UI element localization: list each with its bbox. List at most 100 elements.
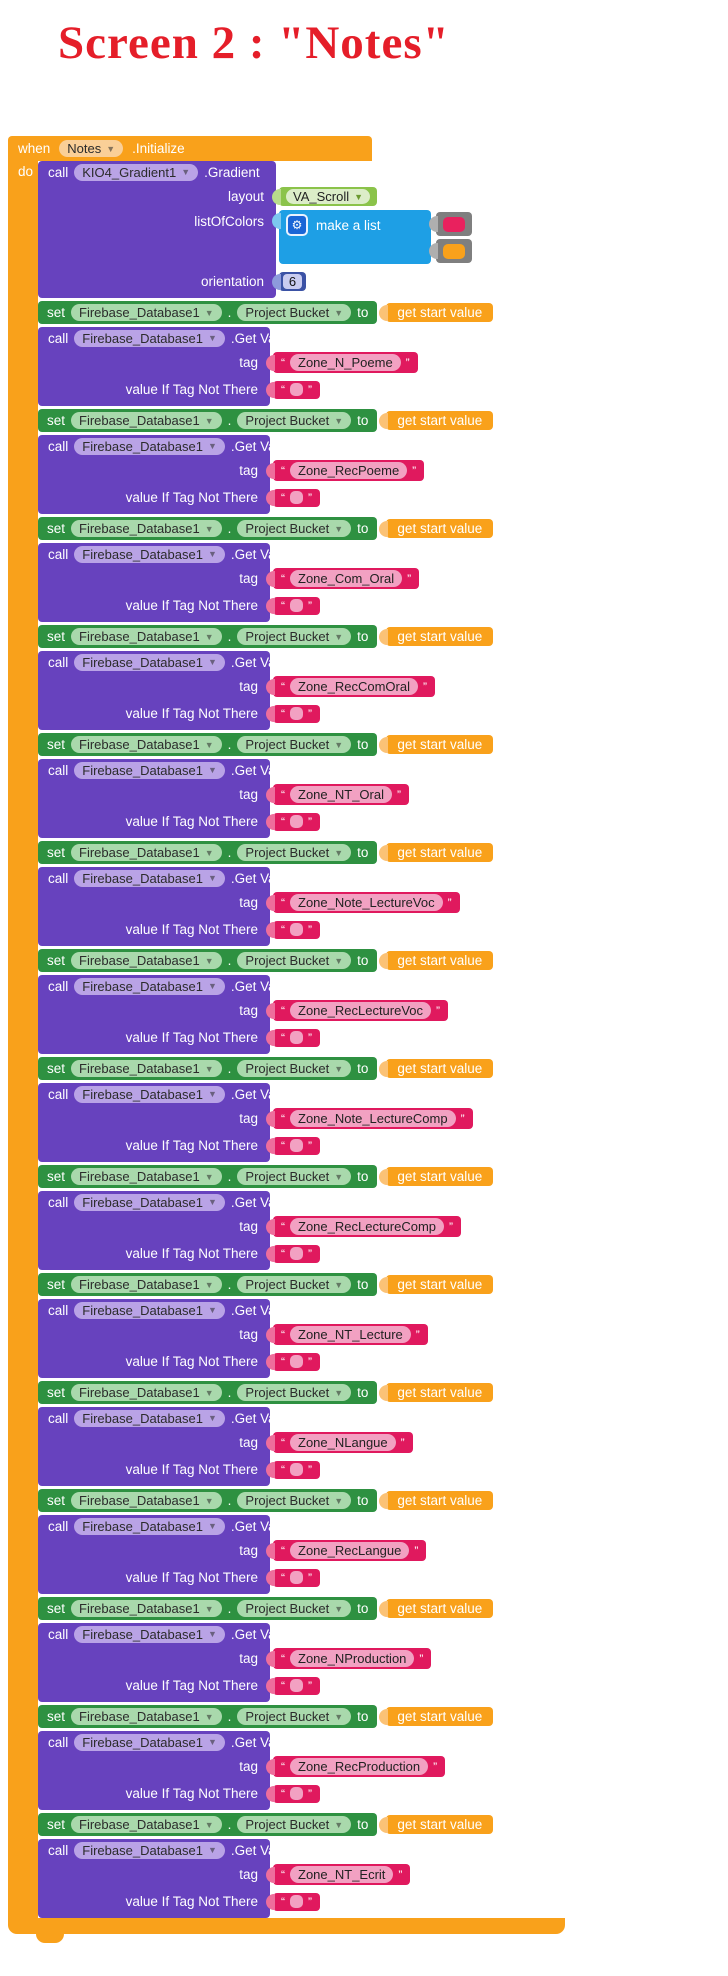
- tag-text[interactable]: Zone_NT_Oral: [290, 786, 392, 803]
- tag-string-block[interactable]: “ Zone_NProduction ”: [265, 1648, 432, 1669]
- firebase-database-dropdown[interactable]: Firebase_Database1 ▼: [74, 1733, 225, 1751]
- set-project-bucket-row[interactable]: set Firebase_Database1 ▼ . Project Bucke…: [38, 625, 494, 648]
- firebase-get-value-block[interactable]: call Firebase_Database1 ▼ .Get Value tag…: [38, 1299, 428, 1378]
- get-start-value-block[interactable]: get start value: [379, 735, 494, 754]
- empty-text-field[interactable]: [290, 1139, 303, 1152]
- firebase-database-dropdown[interactable]: Firebase_Database1 ▼: [74, 545, 225, 563]
- project-bucket-dropdown[interactable]: Project Bucket ▼: [237, 844, 352, 861]
- project-bucket-dropdown[interactable]: Project Bucket ▼: [237, 1168, 352, 1185]
- tag-text[interactable]: Zone_RecComOral: [290, 678, 418, 695]
- empty-string-block[interactable]: “ ”: [266, 1244, 320, 1263]
- tag-text[interactable]: Zone_RecLangue: [290, 1542, 410, 1559]
- set-project-bucket-row[interactable]: set Firebase_Database1 ▼ . Project Bucke…: [38, 1381, 494, 1404]
- when-event-header[interactable]: when Notes ▼ .Initialize: [8, 136, 372, 161]
- firebase-get-value-block[interactable]: call Firebase_Database1 ▼ .Get Value tag…: [38, 867, 460, 946]
- color-block-pink[interactable]: [443, 216, 465, 232]
- tag-string-block[interactable]: “ Zone_RecPoeme ”: [265, 460, 425, 481]
- notes-component-dropdown[interactable]: Notes ▼: [59, 140, 124, 157]
- tag-text[interactable]: Zone_Note_LectureComp: [290, 1110, 456, 1127]
- tag-text[interactable]: Zone_RecPoeme: [290, 462, 408, 479]
- empty-text-field[interactable]: [290, 383, 303, 396]
- firebase-database-dropdown[interactable]: Firebase_Database1 ▼: [74, 1085, 225, 1103]
- firebase-database-dropdown[interactable]: Firebase_Database1 ▼: [74, 1625, 225, 1643]
- tag-text[interactable]: Zone_Note_LectureVoc: [290, 894, 443, 911]
- kio4-gradient-dropdown[interactable]: KIO4_Gradient1 ▼: [74, 163, 199, 181]
- tag-string-block[interactable]: “ Zone_Note_LectureVoc ”: [266, 892, 460, 913]
- tag-text[interactable]: Zone_N_Poeme: [290, 354, 401, 371]
- get-start-value-block[interactable]: get start value: [379, 1167, 494, 1186]
- set-project-bucket-row[interactable]: set Firebase_Database1 ▼ . Project Bucke…: [38, 1057, 494, 1080]
- firebase-database-dropdown[interactable]: Firebase_Database1 ▼: [71, 520, 222, 537]
- tag-string-block[interactable]: “ Zone_Note_LectureComp ”: [266, 1108, 473, 1129]
- kio4-gradient-call-block[interactable]: call KIO4_Gradient1 ▼ .Gradient layout V…: [38, 161, 472, 298]
- get-start-value-block[interactable]: get start value: [379, 519, 494, 538]
- project-bucket-dropdown[interactable]: Project Bucket ▼: [237, 520, 352, 537]
- project-bucket-dropdown[interactable]: Project Bucket ▼: [237, 628, 352, 645]
- firebase-database-dropdown[interactable]: Firebase_Database1 ▼: [74, 437, 225, 455]
- empty-string-block[interactable]: “ ”: [266, 596, 320, 615]
- gear-icon[interactable]: ⚙: [286, 214, 308, 236]
- tag-string-block[interactable]: “ Zone_RecLangue ”: [265, 1540, 427, 1561]
- firebase-database-dropdown[interactable]: Firebase_Database1 ▼: [74, 1841, 225, 1859]
- project-bucket-dropdown[interactable]: Project Bucket ▼: [237, 952, 352, 969]
- tag-string-block[interactable]: “ Zone_NT_Lecture ”: [266, 1324, 428, 1345]
- set-project-bucket-row[interactable]: set Firebase_Database1 ▼ . Project Bucke…: [38, 949, 494, 972]
- get-start-value-block[interactable]: get start value: [379, 627, 494, 646]
- project-bucket-dropdown[interactable]: Project Bucket ▼: [237, 304, 352, 321]
- set-project-bucket-row[interactable]: set Firebase_Database1 ▼ . Project Bucke…: [38, 1813, 494, 1836]
- empty-text-field[interactable]: [290, 1787, 303, 1800]
- firebase-database-dropdown[interactable]: Firebase_Database1 ▼: [71, 1168, 222, 1185]
- empty-string-block[interactable]: “ ”: [266, 1676, 320, 1695]
- project-bucket-dropdown[interactable]: Project Bucket ▼: [237, 1708, 352, 1725]
- firebase-get-value-block[interactable]: call Firebase_Database1 ▼ .Get Value tag…: [38, 1731, 446, 1810]
- empty-text-field[interactable]: [290, 1355, 303, 1368]
- make-a-list-block[interactable]: ⚙ make a list: [272, 210, 472, 264]
- firebase-database-dropdown[interactable]: Firebase_Database1 ▼: [74, 977, 225, 995]
- tag-text[interactable]: Zone_NProduction: [290, 1650, 415, 1667]
- tag-string-block[interactable]: “ Zone_RecProduction ”: [265, 1756, 446, 1777]
- tag-text[interactable]: Zone_RecProduction: [290, 1758, 429, 1775]
- project-bucket-dropdown[interactable]: Project Bucket ▼: [237, 412, 352, 429]
- firebase-database-dropdown[interactable]: Firebase_Database1 ▼: [71, 1492, 222, 1509]
- empty-string-block[interactable]: “ ”: [266, 1136, 320, 1155]
- firebase-get-value-block[interactable]: call Firebase_Database1 ▼ .Get Value tag…: [38, 1515, 427, 1594]
- firebase-database-dropdown[interactable]: Firebase_Database1 ▼: [74, 869, 225, 887]
- firebase-database-dropdown[interactable]: Firebase_Database1 ▼: [71, 1384, 222, 1401]
- tag-text[interactable]: Zone_RecLectureComp: [290, 1218, 445, 1235]
- firebase-get-value-block[interactable]: call Firebase_Database1 ▼ .Get Value tag…: [38, 1623, 432, 1702]
- set-project-bucket-row[interactable]: set Firebase_Database1 ▼ . Project Bucke…: [38, 409, 494, 432]
- project-bucket-dropdown[interactable]: Project Bucket ▼: [237, 1060, 352, 1077]
- tag-text[interactable]: Zone_Com_Oral: [290, 570, 403, 587]
- empty-string-block[interactable]: “ ”: [266, 1784, 320, 1803]
- empty-text-field[interactable]: [290, 1571, 303, 1584]
- project-bucket-dropdown[interactable]: Project Bucket ▼: [237, 1600, 352, 1617]
- orientation-number-block[interactable]: 6: [272, 272, 306, 291]
- empty-text-field[interactable]: [290, 815, 303, 828]
- tag-string-block[interactable]: “ Zone_RecComOral ”: [266, 676, 435, 697]
- firebase-database-dropdown[interactable]: Firebase_Database1 ▼: [74, 1301, 225, 1319]
- project-bucket-dropdown[interactable]: Project Bucket ▼: [237, 1492, 352, 1509]
- color-block-orange[interactable]: [443, 243, 465, 259]
- firebase-database-dropdown[interactable]: Firebase_Database1 ▼: [71, 412, 222, 429]
- tag-string-block[interactable]: “ Zone_NT_Oral ”: [266, 784, 409, 805]
- project-bucket-dropdown[interactable]: Project Bucket ▼: [237, 1276, 352, 1293]
- empty-string-block[interactable]: “ ”: [266, 1028, 320, 1047]
- firebase-database-dropdown[interactable]: Firebase_Database1 ▼: [71, 304, 222, 321]
- empty-string-block[interactable]: “ ”: [266, 812, 320, 831]
- firebase-database-dropdown[interactable]: Firebase_Database1 ▼: [71, 736, 222, 753]
- tag-string-block[interactable]: “ Zone_Com_Oral ”: [265, 568, 420, 589]
- empty-text-field[interactable]: [290, 1463, 303, 1476]
- firebase-database-dropdown[interactable]: Firebase_Database1 ▼: [71, 1816, 222, 1833]
- empty-string-block[interactable]: “ ”: [266, 920, 320, 939]
- color-block-frame[interactable]: [429, 212, 472, 236]
- get-start-value-block[interactable]: get start value: [379, 1491, 494, 1510]
- empty-text-field[interactable]: [290, 1247, 303, 1260]
- firebase-get-value-block[interactable]: call Firebase_Database1 ▼ .Get Value tag…: [38, 543, 420, 622]
- get-start-value-block[interactable]: get start value: [379, 1707, 494, 1726]
- empty-text-field[interactable]: [290, 1031, 303, 1044]
- project-bucket-dropdown[interactable]: Project Bucket ▼: [237, 1816, 352, 1833]
- firebase-database-dropdown[interactable]: Firebase_Database1 ▼: [74, 1517, 225, 1535]
- get-start-value-block[interactable]: get start value: [379, 1059, 494, 1078]
- get-start-value-block[interactable]: get start value: [379, 1815, 494, 1834]
- empty-text-field[interactable]: [290, 599, 303, 612]
